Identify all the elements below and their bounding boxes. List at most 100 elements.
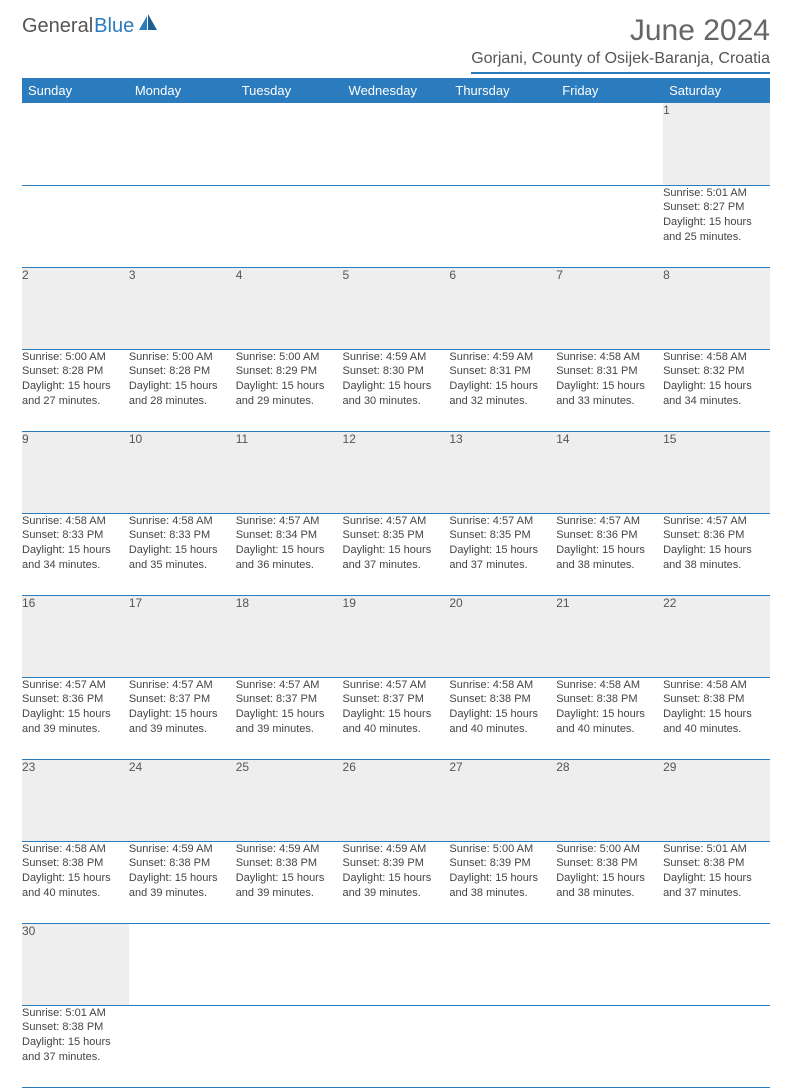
day-number-cell: [343, 103, 450, 185]
day-number-cell: 21: [556, 595, 663, 677]
day-data-cell: [236, 1005, 343, 1087]
day-number-cell: [449, 923, 556, 1005]
day-number-cell: [449, 103, 556, 185]
day-data-cell: [129, 185, 236, 267]
day-number-cell: 11: [236, 431, 343, 513]
day-sr: Sunrise: 4:57 AM: [343, 678, 450, 693]
day-ss: Sunset: 8:36 PM: [556, 528, 663, 543]
day-ss: Sunset: 8:38 PM: [663, 692, 770, 707]
day-sr: Sunrise: 4:59 AM: [129, 842, 236, 857]
day-data-cell: Sunrise: 4:57 AMSunset: 8:37 PMDaylight:…: [236, 677, 343, 759]
day-dl1: Daylight: 15 hours: [663, 215, 770, 230]
day-number-cell: 6: [449, 267, 556, 349]
brand-blue: Blue: [94, 15, 134, 38]
day-data-cell: [449, 185, 556, 267]
day-number-cell: 13: [449, 431, 556, 513]
day-ss: Sunset: 8:35 PM: [449, 528, 556, 543]
day-dl2: and 25 minutes.: [663, 230, 770, 245]
day-dl1: Daylight: 15 hours: [556, 707, 663, 722]
day-dl1: Daylight: 15 hours: [556, 543, 663, 558]
day-ss: Sunset: 8:38 PM: [22, 1020, 129, 1035]
day-sr: Sunrise: 4:58 AM: [663, 350, 770, 365]
day-number-cell: 19: [343, 595, 450, 677]
day-dl2: and 40 minutes.: [556, 722, 663, 737]
day-dl2: and 38 minutes.: [556, 558, 663, 573]
day-ss: Sunset: 8:31 PM: [556, 364, 663, 379]
day-number-cell: 2: [22, 267, 129, 349]
day-ss: Sunset: 8:38 PM: [556, 856, 663, 871]
weekday-header: Saturday: [663, 78, 770, 103]
day-dl2: and 37 minutes.: [663, 886, 770, 901]
day-dl2: and 40 minutes.: [449, 722, 556, 737]
day-sr: Sunrise: 5:01 AM: [663, 842, 770, 857]
day-data-cell: Sunrise: 4:58 AMSunset: 8:38 PMDaylight:…: [449, 677, 556, 759]
day-dl1: Daylight: 15 hours: [449, 707, 556, 722]
day-sr: Sunrise: 4:57 AM: [236, 514, 343, 529]
day-dl2: and 39 minutes.: [343, 886, 450, 901]
day-dl1: Daylight: 15 hours: [449, 871, 556, 886]
day-ss: Sunset: 8:33 PM: [129, 528, 236, 543]
day-dl2: and 34 minutes.: [663, 394, 770, 409]
day-number-cell: 24: [129, 759, 236, 841]
day-dl2: and 38 minutes.: [449, 886, 556, 901]
daynum-row: 16171819202122: [22, 595, 770, 677]
day-ss: Sunset: 8:36 PM: [22, 692, 129, 707]
day-number-cell: [236, 923, 343, 1005]
day-ss: Sunset: 8:37 PM: [129, 692, 236, 707]
day-sr: Sunrise: 4:57 AM: [236, 678, 343, 693]
day-number-cell: 23: [22, 759, 129, 841]
day-ss: Sunset: 8:38 PM: [556, 692, 663, 707]
day-dl2: and 39 minutes.: [236, 886, 343, 901]
daynum-row: 2345678: [22, 267, 770, 349]
day-dl2: and 32 minutes.: [449, 394, 556, 409]
day-dl1: Daylight: 15 hours: [663, 707, 770, 722]
day-ss: Sunset: 8:39 PM: [343, 856, 450, 871]
daynum-row: 23242526272829: [22, 759, 770, 841]
day-dl1: Daylight: 15 hours: [663, 871, 770, 886]
weekday-header: Tuesday: [236, 78, 343, 103]
weekday-header: Wednesday: [343, 78, 450, 103]
day-data-cell: [22, 185, 129, 267]
day-ss: Sunset: 8:39 PM: [449, 856, 556, 871]
day-ss: Sunset: 8:28 PM: [129, 364, 236, 379]
day-data-cell: Sunrise: 5:00 AMSunset: 8:28 PMDaylight:…: [129, 349, 236, 431]
day-data-cell: Sunrise: 5:00 AMSunset: 8:28 PMDaylight:…: [22, 349, 129, 431]
day-dl1: Daylight: 15 hours: [236, 871, 343, 886]
daynum-row: 1: [22, 103, 770, 185]
day-dl1: Daylight: 15 hours: [22, 379, 129, 394]
day-data-cell: Sunrise: 4:57 AMSunset: 8:36 PMDaylight:…: [22, 677, 129, 759]
day-data-cell: Sunrise: 4:59 AMSunset: 8:38 PMDaylight:…: [236, 841, 343, 923]
day-ss: Sunset: 8:36 PM: [663, 528, 770, 543]
day-dl1: Daylight: 15 hours: [663, 379, 770, 394]
day-dl1: Daylight: 15 hours: [343, 379, 450, 394]
day-data-cell: Sunrise: 4:57 AMSunset: 8:35 PMDaylight:…: [449, 513, 556, 595]
day-data-cell: Sunrise: 4:58 AMSunset: 8:38 PMDaylight:…: [556, 677, 663, 759]
day-dl1: Daylight: 15 hours: [556, 379, 663, 394]
day-number-cell: 5: [343, 267, 450, 349]
day-sr: Sunrise: 5:01 AM: [22, 1006, 129, 1021]
day-number-cell: 26: [343, 759, 450, 841]
day-data-cell: Sunrise: 4:58 AMSunset: 8:33 PMDaylight:…: [129, 513, 236, 595]
day-dl1: Daylight: 15 hours: [129, 871, 236, 886]
day-data-cell: Sunrise: 4:59 AMSunset: 8:38 PMDaylight:…: [129, 841, 236, 923]
day-data-cell: Sunrise: 4:58 AMSunset: 8:38 PMDaylight:…: [663, 677, 770, 759]
day-sr: Sunrise: 4:58 AM: [556, 678, 663, 693]
weekday-header: Friday: [556, 78, 663, 103]
daydata-row: Sunrise: 5:01 AMSunset: 8:27 PMDaylight:…: [22, 185, 770, 267]
day-data-cell: Sunrise: 4:57 AMSunset: 8:36 PMDaylight:…: [663, 513, 770, 595]
weekday-header: Sunday: [22, 78, 129, 103]
day-sr: Sunrise: 4:58 AM: [22, 514, 129, 529]
day-dl2: and 39 minutes.: [129, 886, 236, 901]
day-dl2: and 35 minutes.: [129, 558, 236, 573]
day-data-cell: [556, 185, 663, 267]
day-ss: Sunset: 8:38 PM: [449, 692, 556, 707]
brand-general: General: [22, 15, 93, 38]
day-data-cell: Sunrise: 4:57 AMSunset: 8:34 PMDaylight:…: [236, 513, 343, 595]
daydata-row: Sunrise: 4:58 AMSunset: 8:33 PM Daylight:…: [22, 513, 770, 595]
day-dl2: and 38 minutes.: [663, 558, 770, 573]
day-sr: Sunrise: 4:59 AM: [343, 842, 450, 857]
day-dl1: Daylight: 15 hours: [343, 707, 450, 722]
weekday-header: Thursday: [449, 78, 556, 103]
day-data-cell: Sunrise: 4:57 AMSunset: 8:37 PMDaylight:…: [129, 677, 236, 759]
day-sr: Sunrise: 4:57 AM: [22, 678, 129, 693]
